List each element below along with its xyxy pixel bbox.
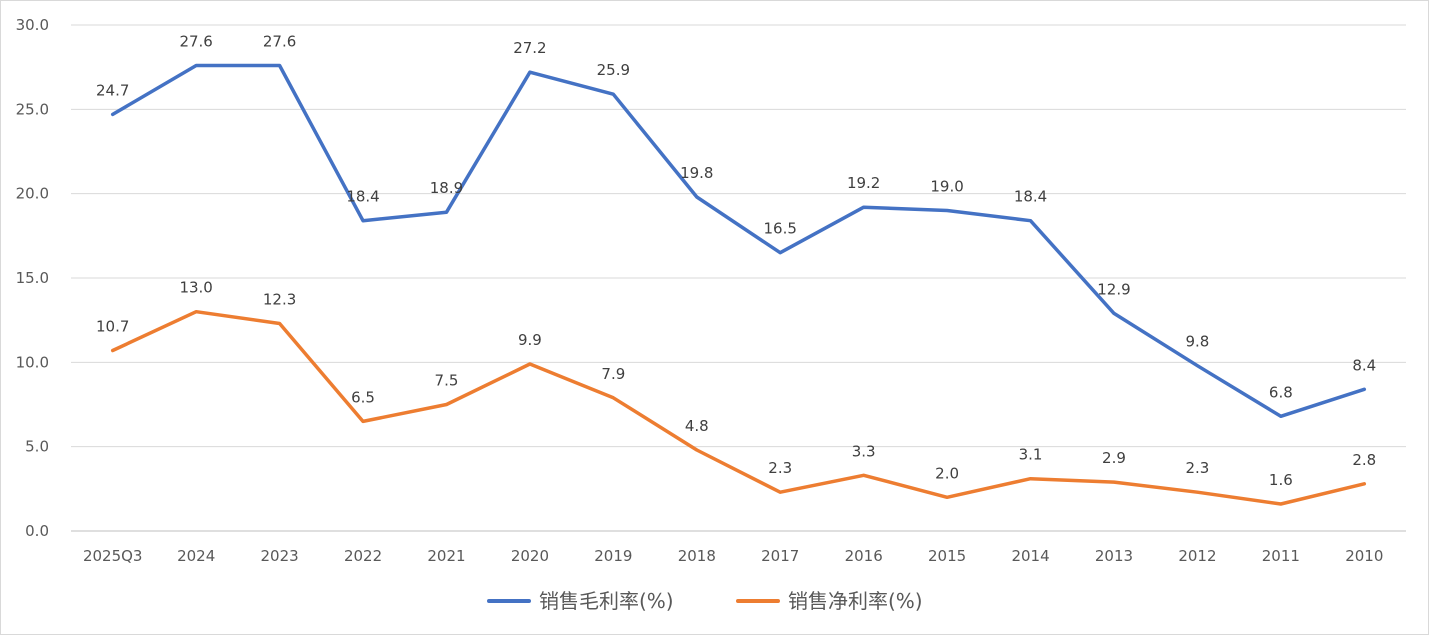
y-axis-ticks: 0.0 5.0 10.0 15.0 20.0 25.0 30.0: [16, 16, 49, 540]
data-label: 12.3: [263, 291, 296, 309]
data-labels: 24.7 27.6 27.6 18.4 18.9 27.2 25.9 19.8 16.5 19.2…: [96, 32, 1376, 489]
data-label: 2.3: [768, 459, 792, 477]
data-point: [1030, 478, 1032, 480]
y-tick-label: 25.0: [16, 100, 49, 118]
data-label: 7.9: [601, 365, 625, 383]
data-label: 6.5: [351, 388, 375, 406]
data-label: 8.4: [1352, 356, 1376, 374]
x-tick-label: 2016: [845, 547, 883, 565]
data-point: [279, 323, 281, 325]
x-tick-label: 2021: [427, 547, 465, 565]
data-point: [612, 397, 614, 399]
x-tick-label: 2011: [1262, 547, 1300, 565]
x-tick-label: 2015: [928, 547, 966, 565]
x-tick-label: 2023: [261, 547, 299, 565]
data-point: [445, 211, 447, 213]
series-line-1: [110, 309, 1367, 506]
data-point: [529, 71, 531, 73]
y-tick-label: 30.0: [16, 16, 49, 34]
data-label: 24.7: [96, 81, 129, 99]
data-label: 2.3: [1185, 459, 1209, 477]
data-point: [112, 350, 114, 352]
data-point: [529, 363, 531, 365]
data-label: 6.8: [1269, 383, 1293, 401]
series-line-0: [110, 63, 1367, 419]
series-lines: [110, 63, 1367, 506]
data-label: 18.4: [346, 188, 379, 206]
x-tick-label: 2025Q3: [83, 547, 143, 565]
data-label: 9.9: [518, 331, 542, 349]
data-label: 2.0: [935, 464, 959, 482]
data-point: [1363, 483, 1365, 485]
data-label: 2.9: [1102, 449, 1126, 467]
data-point: [1196, 491, 1198, 493]
data-point: [195, 64, 197, 66]
data-label: 7.5: [435, 372, 459, 390]
x-tick-label: 2024: [177, 547, 215, 565]
data-label: 27.2: [513, 39, 546, 57]
legend-label-net-margin: 销售净利率(%): [788, 589, 923, 613]
data-label: 19.0: [930, 178, 963, 196]
data-label: 19.2: [847, 174, 880, 192]
data-point: [195, 311, 197, 313]
data-point: [445, 404, 447, 405]
x-tick-label: 2020: [511, 547, 549, 565]
legend: 销售毛利率(%) 销售净利率(%): [487, 589, 923, 613]
data-label: 2.8: [1352, 451, 1376, 469]
data-label: 3.3: [852, 442, 876, 460]
data-point: [779, 491, 781, 493]
data-label: 18.9: [430, 179, 463, 197]
data-point: [779, 252, 781, 254]
data-label: 4.8: [685, 417, 709, 435]
x-tick-label: 2022: [344, 547, 382, 565]
data-point: [362, 220, 364, 222]
data-point: [1363, 388, 1365, 390]
data-label: 27.6: [179, 32, 212, 50]
data-point: [696, 449, 698, 451]
data-point: [362, 420, 364, 422]
x-tick-label: 2014: [1011, 547, 1049, 565]
data-point: [279, 64, 281, 66]
data-label: 16.5: [764, 220, 797, 238]
data-point: [612, 93, 614, 95]
y-tick-label: 15.0: [16, 269, 49, 287]
y-tick-label: 10.0: [16, 353, 49, 371]
data-point: [863, 206, 865, 208]
y-tick-label: 5.0: [25, 438, 49, 456]
x-tick-label: 2012: [1178, 547, 1216, 565]
x-tick-label: 2013: [1095, 547, 1133, 565]
x-axis-ticks: 2025Q3 2024 2023 2022 2021 2020 2019 2018 2017 20…: [83, 547, 1383, 565]
data-label: 9.8: [1185, 333, 1209, 351]
data-point: [863, 474, 865, 476]
data-point: [1030, 220, 1032, 222]
data-point: [1280, 415, 1282, 417]
data-label: 10.7: [96, 318, 129, 336]
y-tick-label: 20.0: [16, 185, 49, 203]
x-tick-label: 2019: [594, 547, 632, 565]
data-point: [1113, 312, 1115, 314]
gridlines: [71, 24, 1406, 532]
data-label: 25.9: [597, 61, 630, 79]
x-tick-label: 2018: [678, 547, 716, 565]
x-tick-label: 2010: [1345, 547, 1383, 565]
data-point: [1280, 503, 1282, 505]
x-tick-label: 2017: [761, 547, 799, 565]
y-tick-label: 0.0: [25, 522, 49, 540]
data-point: [946, 496, 948, 498]
data-point: [112, 113, 114, 115]
data-point: [1196, 365, 1198, 367]
legend-label-gross-margin: 销售毛利率(%): [539, 589, 674, 613]
data-label: 13.0: [179, 279, 212, 297]
data-point: [946, 210, 948, 212]
data-label: 3.1: [1019, 446, 1043, 464]
data-label: 27.6: [263, 32, 296, 50]
data-point: [1113, 481, 1115, 483]
data-label: 1.6: [1269, 471, 1293, 489]
data-point: [696, 196, 698, 198]
data-label: 19.8: [680, 164, 713, 182]
data-label: 18.4: [1014, 188, 1047, 206]
data-label: 12.9: [1097, 280, 1130, 298]
